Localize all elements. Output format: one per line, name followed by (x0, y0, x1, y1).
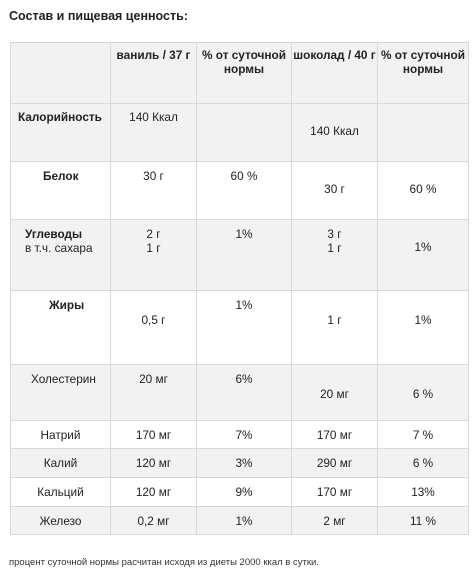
cell-vanilla-percent: 1% (196, 219, 292, 291)
cell-vanilla-value: 30 г (110, 161, 197, 220)
cell-chocolate-value: 30 г (291, 161, 378, 220)
cell-chocolate-percent: 6 % (377, 364, 469, 421)
cell-vanilla-value: 170 мг (110, 420, 197, 449)
table-row: Калорийность 140 Ккал 140 Ккал (10, 103, 469, 162)
row-label: Калорийность (10, 103, 111, 162)
table-row: Натрий 170 мг 7% 170 мг 7 % (10, 420, 469, 449)
footnote: процент суточной нормы расчитан исходя и… (9, 557, 319, 568)
cell-vanilla-value: 20 мг (110, 364, 197, 421)
cell-chocolate-value: 3 г 1 г (291, 219, 378, 291)
row-label: Кальций (10, 477, 111, 507)
header-vanilla: ваниль / 37 г (110, 42, 197, 104)
header-vanilla-percent: % от суточной нормы (196, 42, 292, 104)
cell-chocolate-percent: 1% (377, 290, 469, 365)
row-label: Калий (10, 448, 111, 478)
cell-chocolate-percent: 6 % (377, 448, 469, 478)
table-row: Калий 120 мг 3% 290 мг 6 % (10, 448, 469, 478)
cell-vanilla-percent: 7% (196, 420, 292, 449)
cell-vanilla-percent: 3% (196, 448, 292, 478)
table-row: Жиры 0,5 г 1% 1 г 1% (10, 290, 469, 365)
cell-vanilla-value: 0,2 мг (110, 506, 197, 535)
page-title: Состав и пищевая ценность: (9, 9, 188, 23)
cell-chocolate-percent (377, 103, 469, 162)
cell-chocolate-percent: 13% (377, 477, 469, 507)
cell-vanilla-percent: 6% (196, 364, 292, 421)
cell-vanilla-value: 140 Ккал (110, 103, 197, 162)
cell-chocolate-value: 170 мг (291, 477, 378, 507)
cell-vanilla-value: 120 мг (110, 448, 197, 478)
header-chocolate: шоколад / 40 г (291, 42, 378, 104)
row-label: Железо (10, 506, 111, 535)
table-row: Холестерин 20 мг 6% 20 мг 6 % (10, 364, 469, 421)
header-empty-cell (10, 42, 111, 104)
row-label: Натрий (10, 420, 111, 449)
cell-chocolate-percent: 7 % (377, 420, 469, 449)
row-label: Жиры (10, 290, 111, 365)
cell-chocolate-value: 170 мг (291, 420, 378, 449)
cell-vanilla-percent (196, 103, 292, 162)
table-row: Кальций 120 мг 9% 170 мг 13% (10, 477, 469, 507)
cell-vanilla-value: 0,5 г (110, 290, 197, 365)
table-row: Белок 30 г 60 % 30 г 60 % (10, 161, 469, 220)
cell-chocolate-value: 140 Ккал (291, 103, 378, 162)
row-label: Холестерин (10, 364, 111, 421)
cell-vanilla-value: 120 мг (110, 477, 197, 507)
cell-vanilla-percent: 1% (196, 506, 292, 535)
cell-chocolate-percent: 60 % (377, 161, 469, 220)
cell-chocolate-value: 1 г (291, 290, 378, 365)
table-row: Углеводы в т.ч. сахара 2 г 1 г 1% 3 г 1 … (10, 219, 469, 291)
cell-chocolate-percent: 11 % (377, 506, 469, 535)
cell-vanilla-percent: 1% (196, 290, 292, 365)
cell-vanilla-percent: 9% (196, 477, 292, 507)
cell-vanilla-percent: 60 % (196, 161, 292, 220)
table-header-row: ваниль / 37 г % от суточной нормы шокола… (10, 42, 469, 104)
cell-chocolate-value: 20 мг (291, 364, 378, 421)
cell-chocolate-value: 2 мг (291, 506, 378, 535)
nutrition-table: ваниль / 37 г % от суточной нормы шокола… (10, 42, 469, 535)
row-label: Белок (10, 161, 111, 220)
header-chocolate-percent: % от суточной нормы (377, 42, 469, 104)
row-label: Углеводы в т.ч. сахара (10, 219, 111, 291)
cell-chocolate-value: 290 мг (291, 448, 378, 478)
cell-chocolate-percent: 1% (377, 219, 469, 291)
cell-vanilla-value: 2 г 1 г (110, 219, 197, 291)
table-row: Железо 0,2 мг 1% 2 мг 11 % (10, 506, 469, 535)
